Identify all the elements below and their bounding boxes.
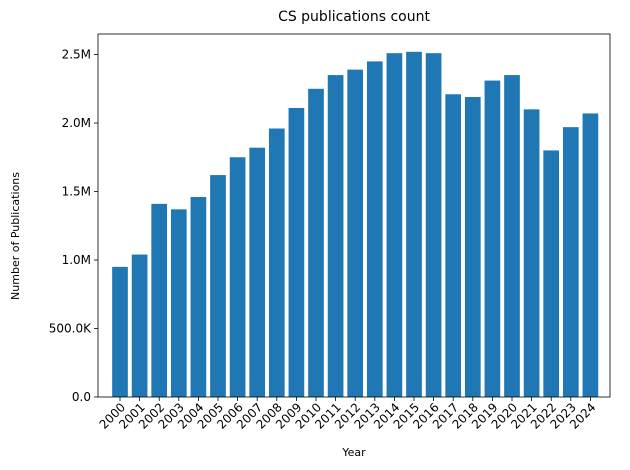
bar-2022	[543, 150, 560, 397]
y-tick-label: 2.0M	[62, 116, 91, 130]
axes-frame	[97, 33, 611, 398]
bar-2010	[308, 88, 324, 397]
y-tick-label: 500.0K	[49, 322, 92, 336]
x-axis-ticks: 2000200120022003200420052006200720082009…	[97, 397, 599, 432]
bar-2024	[582, 113, 599, 397]
bar-2016	[425, 53, 442, 398]
bar-2004	[190, 197, 207, 397]
bar-2013	[366, 61, 383, 398]
bar-2007	[249, 147, 266, 397]
bar-2023	[562, 127, 579, 398]
bar-2019	[484, 80, 501, 397]
bar-2012	[347, 69, 364, 398]
bar-2011	[327, 75, 344, 397]
bar-2001	[131, 254, 148, 397]
y-axis-label: Number of Publications	[9, 172, 22, 300]
y-axis-ticks: 0.0 500.0K 1.0M 1.5M 2.0M 2.5M	[49, 48, 98, 404]
y-tick-label: 1.0M	[62, 253, 91, 267]
y-tick-label: 1.5M	[62, 185, 91, 199]
bar-2017	[445, 94, 462, 398]
bar-2002	[151, 203, 168, 397]
bar-2006	[229, 157, 246, 397]
chart-title: CS publications count	[278, 9, 430, 25]
bar-2005	[210, 175, 226, 397]
bar-2003	[170, 209, 187, 397]
bar-2009	[288, 107, 305, 397]
bar-2021	[523, 109, 540, 397]
bar-2008	[268, 128, 285, 397]
plot-frame	[97, 33, 611, 398]
bar-2020	[504, 75, 520, 397]
y-tick-label: 0.0	[72, 390, 91, 404]
bar-2018	[464, 97, 481, 397]
bar-2015	[406, 51, 422, 398]
y-tick-label: 2.5M	[62, 48, 91, 62]
bar-2000	[112, 266, 128, 397]
bar-2014	[386, 53, 403, 398]
bars-group	[112, 51, 599, 398]
x-axis-label: Year	[341, 446, 366, 459]
